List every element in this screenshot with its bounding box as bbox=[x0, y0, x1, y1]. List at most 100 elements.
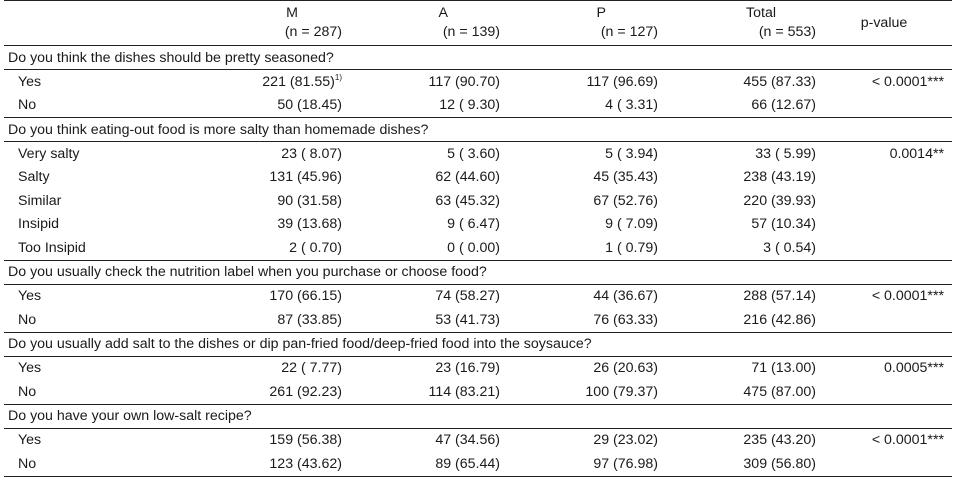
cell-pvalue bbox=[816, 189, 952, 213]
header-pvalue: p-value bbox=[816, 0, 952, 46]
cell-p-text: 45 (35.43) bbox=[593, 169, 658, 186]
cell-pvalue: < 0.0001*** bbox=[816, 428, 952, 452]
cell-a: 12 ( 9.30) bbox=[342, 94, 500, 118]
cell-total: 475 (87.00) bbox=[658, 380, 816, 404]
cell-a-text: 89 (65.44) bbox=[435, 455, 500, 472]
cell-m: 39 (13.68) bbox=[202, 213, 342, 237]
cell-p: 117 (96.69) bbox=[500, 70, 658, 94]
table-row: Yes 221 (81.55)1) 117 (90.70) 117 (96.69) 45… bbox=[4, 70, 952, 94]
cell-pvalue bbox=[816, 94, 952, 118]
table-row: No 50 (18.45) 12 ( 9.30) 4 ( 3.31) 66 (12.67… bbox=[4, 94, 952, 118]
header-m-n: (n = 287) bbox=[284, 24, 342, 40]
cell-p-text: 5 ( 3.94) bbox=[605, 145, 658, 162]
survey-table: M (n = 287) A (n = 139) P (n = 127) Tota… bbox=[4, 0, 952, 477]
cell-a: 63 (45.32) bbox=[342, 189, 500, 213]
row-label: Salty bbox=[4, 166, 202, 190]
cell-m-text: 131 (45.96) bbox=[269, 169, 342, 186]
cell-m: 2 ( 0.70) bbox=[202, 236, 342, 260]
cell-m-text: 170 (66.15) bbox=[269, 288, 342, 305]
cell-total-text: 475 (87.00) bbox=[743, 383, 816, 400]
cell-m-text: 159 (56.38) bbox=[269, 432, 342, 449]
row-label: Insipid bbox=[4, 213, 202, 237]
question-text: Do you have your own low-salt recipe? bbox=[4, 403, 952, 429]
cell-total: 309 (56.80) bbox=[658, 452, 816, 477]
cell-total: 3 ( 0.54) bbox=[658, 236, 816, 260]
cell-total-text: 288 (57.14) bbox=[743, 288, 816, 305]
row-label: No bbox=[4, 94, 202, 118]
cell-m-text: 50 (18.45) bbox=[277, 97, 342, 114]
table-row: No 87 (33.85) 53 (41.73) 76 (63.33) 216 (42.… bbox=[4, 308, 952, 332]
cell-p-text: 4 ( 3.31) bbox=[605, 97, 658, 114]
cell-total-text: 33 ( 5.99) bbox=[755, 145, 816, 162]
cell-total-text: 57 (10.34) bbox=[751, 216, 816, 233]
cell-a-text: 62 (44.60) bbox=[435, 169, 500, 186]
cell-p: 76 (63.33) bbox=[500, 308, 658, 332]
cell-p-text: 76 (63.33) bbox=[593, 311, 658, 328]
cell-total: 235 (43.20) bbox=[658, 428, 816, 452]
cell-a: 53 (41.73) bbox=[342, 308, 500, 332]
header-a-label: A bbox=[438, 5, 448, 21]
cell-p: 67 (52.76) bbox=[500, 189, 658, 213]
table-row: No 261 (92.23) 114 (83.21) 100 (79.37) 475 (… bbox=[4, 380, 952, 404]
cell-p: 9 ( 7.09) bbox=[500, 213, 658, 237]
cell-a-text: 0 ( 0.00) bbox=[447, 239, 500, 256]
question-row: Do you usually add salt to the dishes or… bbox=[4, 331, 952, 357]
cell-a: 0 ( 0.00) bbox=[342, 236, 500, 260]
question-text: Do you think eating-out food is more sal… bbox=[4, 117, 952, 142]
row-label-text: Too Insipid bbox=[18, 239, 86, 256]
header-a-n: (n = 139) bbox=[442, 24, 500, 40]
row-label-text: No bbox=[18, 311, 37, 328]
header-m-label: M bbox=[286, 5, 298, 21]
cell-p-text: 9 ( 7.09) bbox=[605, 216, 658, 233]
cell-m: 159 (56.38) bbox=[202, 428, 342, 452]
row-label: Similar bbox=[4, 189, 202, 213]
cell-m-text: 2 ( 0.70) bbox=[289, 239, 342, 256]
cell-p-text: 100 (79.37) bbox=[585, 383, 658, 400]
cell-m: 90 (31.58) bbox=[202, 189, 342, 213]
row-label: Very salty bbox=[4, 142, 202, 166]
cell-total: 455 (87.33) bbox=[658, 70, 816, 94]
question-text: Do you usually add salt to the dishes or… bbox=[4, 331, 952, 357]
cell-p-text: 29 (23.02) bbox=[593, 432, 658, 449]
cell-a-text: 117 (90.70) bbox=[428, 73, 500, 90]
table-row: Yes 22 ( 7.77) 23 (16.79) 26 (20.63) 71 (13.… bbox=[4, 356, 952, 380]
footnote-marker: 1) bbox=[334, 73, 342, 83]
cell-m-text: 90 (31.58) bbox=[277, 192, 342, 209]
question-row: Do you think the dishes should be pretty… bbox=[4, 45, 952, 70]
cell-pvalue: < 0.0001*** bbox=[816, 284, 952, 308]
cell-m-text: 39 (13.68) bbox=[277, 216, 342, 233]
cell-m-text: 23 ( 8.07) bbox=[281, 145, 342, 162]
cell-a: 89 (65.44) bbox=[342, 452, 500, 477]
row-label-text: Yes bbox=[18, 73, 42, 90]
cell-a: 62 (44.60) bbox=[342, 166, 500, 190]
cell-p: 44 (36.67) bbox=[500, 284, 658, 308]
cell-pvalue-text: < 0.0001*** bbox=[871, 288, 944, 305]
cell-total: 238 (43.19) bbox=[658, 166, 816, 190]
cell-m-text: 87 (33.85) bbox=[277, 311, 342, 328]
table-row: No 123 (43.62) 89 (65.44) 97 (76.98) 309 (56… bbox=[4, 452, 952, 477]
header-p: P (n = 127) bbox=[500, 0, 658, 46]
cell-p-text: 1 ( 0.79) bbox=[605, 239, 658, 256]
cell-total: 288 (57.14) bbox=[658, 284, 816, 308]
cell-a-text: 12 ( 9.30) bbox=[439, 97, 500, 114]
cell-a: 5 ( 3.60) bbox=[342, 142, 500, 166]
header-row: M (n = 287) A (n = 139) P (n = 127) Tota… bbox=[4, 0, 952, 46]
table-row: Too Insipid 2 ( 0.70) 0 ( 0.00) 1 ( 0.79) 3 … bbox=[4, 236, 952, 260]
row-label-text: Yes bbox=[18, 360, 42, 377]
cell-pvalue-text: 0.0005*** bbox=[884, 360, 944, 377]
cell-total: 66 (12.67) bbox=[658, 94, 816, 118]
cell-a-text: 74 (58.27) bbox=[435, 288, 500, 305]
cell-p: 97 (76.98) bbox=[500, 452, 658, 477]
cell-p: 5 ( 3.94) bbox=[500, 142, 658, 166]
cell-a: 117 (90.70) bbox=[342, 70, 500, 94]
cell-m-text: 123 (43.62) bbox=[269, 455, 342, 472]
cell-a-text: 53 (41.73) bbox=[435, 311, 500, 328]
cell-p: 29 (23.02) bbox=[500, 428, 658, 452]
row-label-text: Yes bbox=[18, 432, 42, 449]
row-label: Yes bbox=[4, 428, 202, 452]
row-label-text: No bbox=[18, 455, 37, 472]
row-label-text: No bbox=[18, 97, 37, 114]
row-label: No bbox=[4, 308, 202, 332]
cell-total: 33 ( 5.99) bbox=[658, 142, 816, 166]
cell-p-text: 117 (96.69) bbox=[586, 73, 658, 90]
